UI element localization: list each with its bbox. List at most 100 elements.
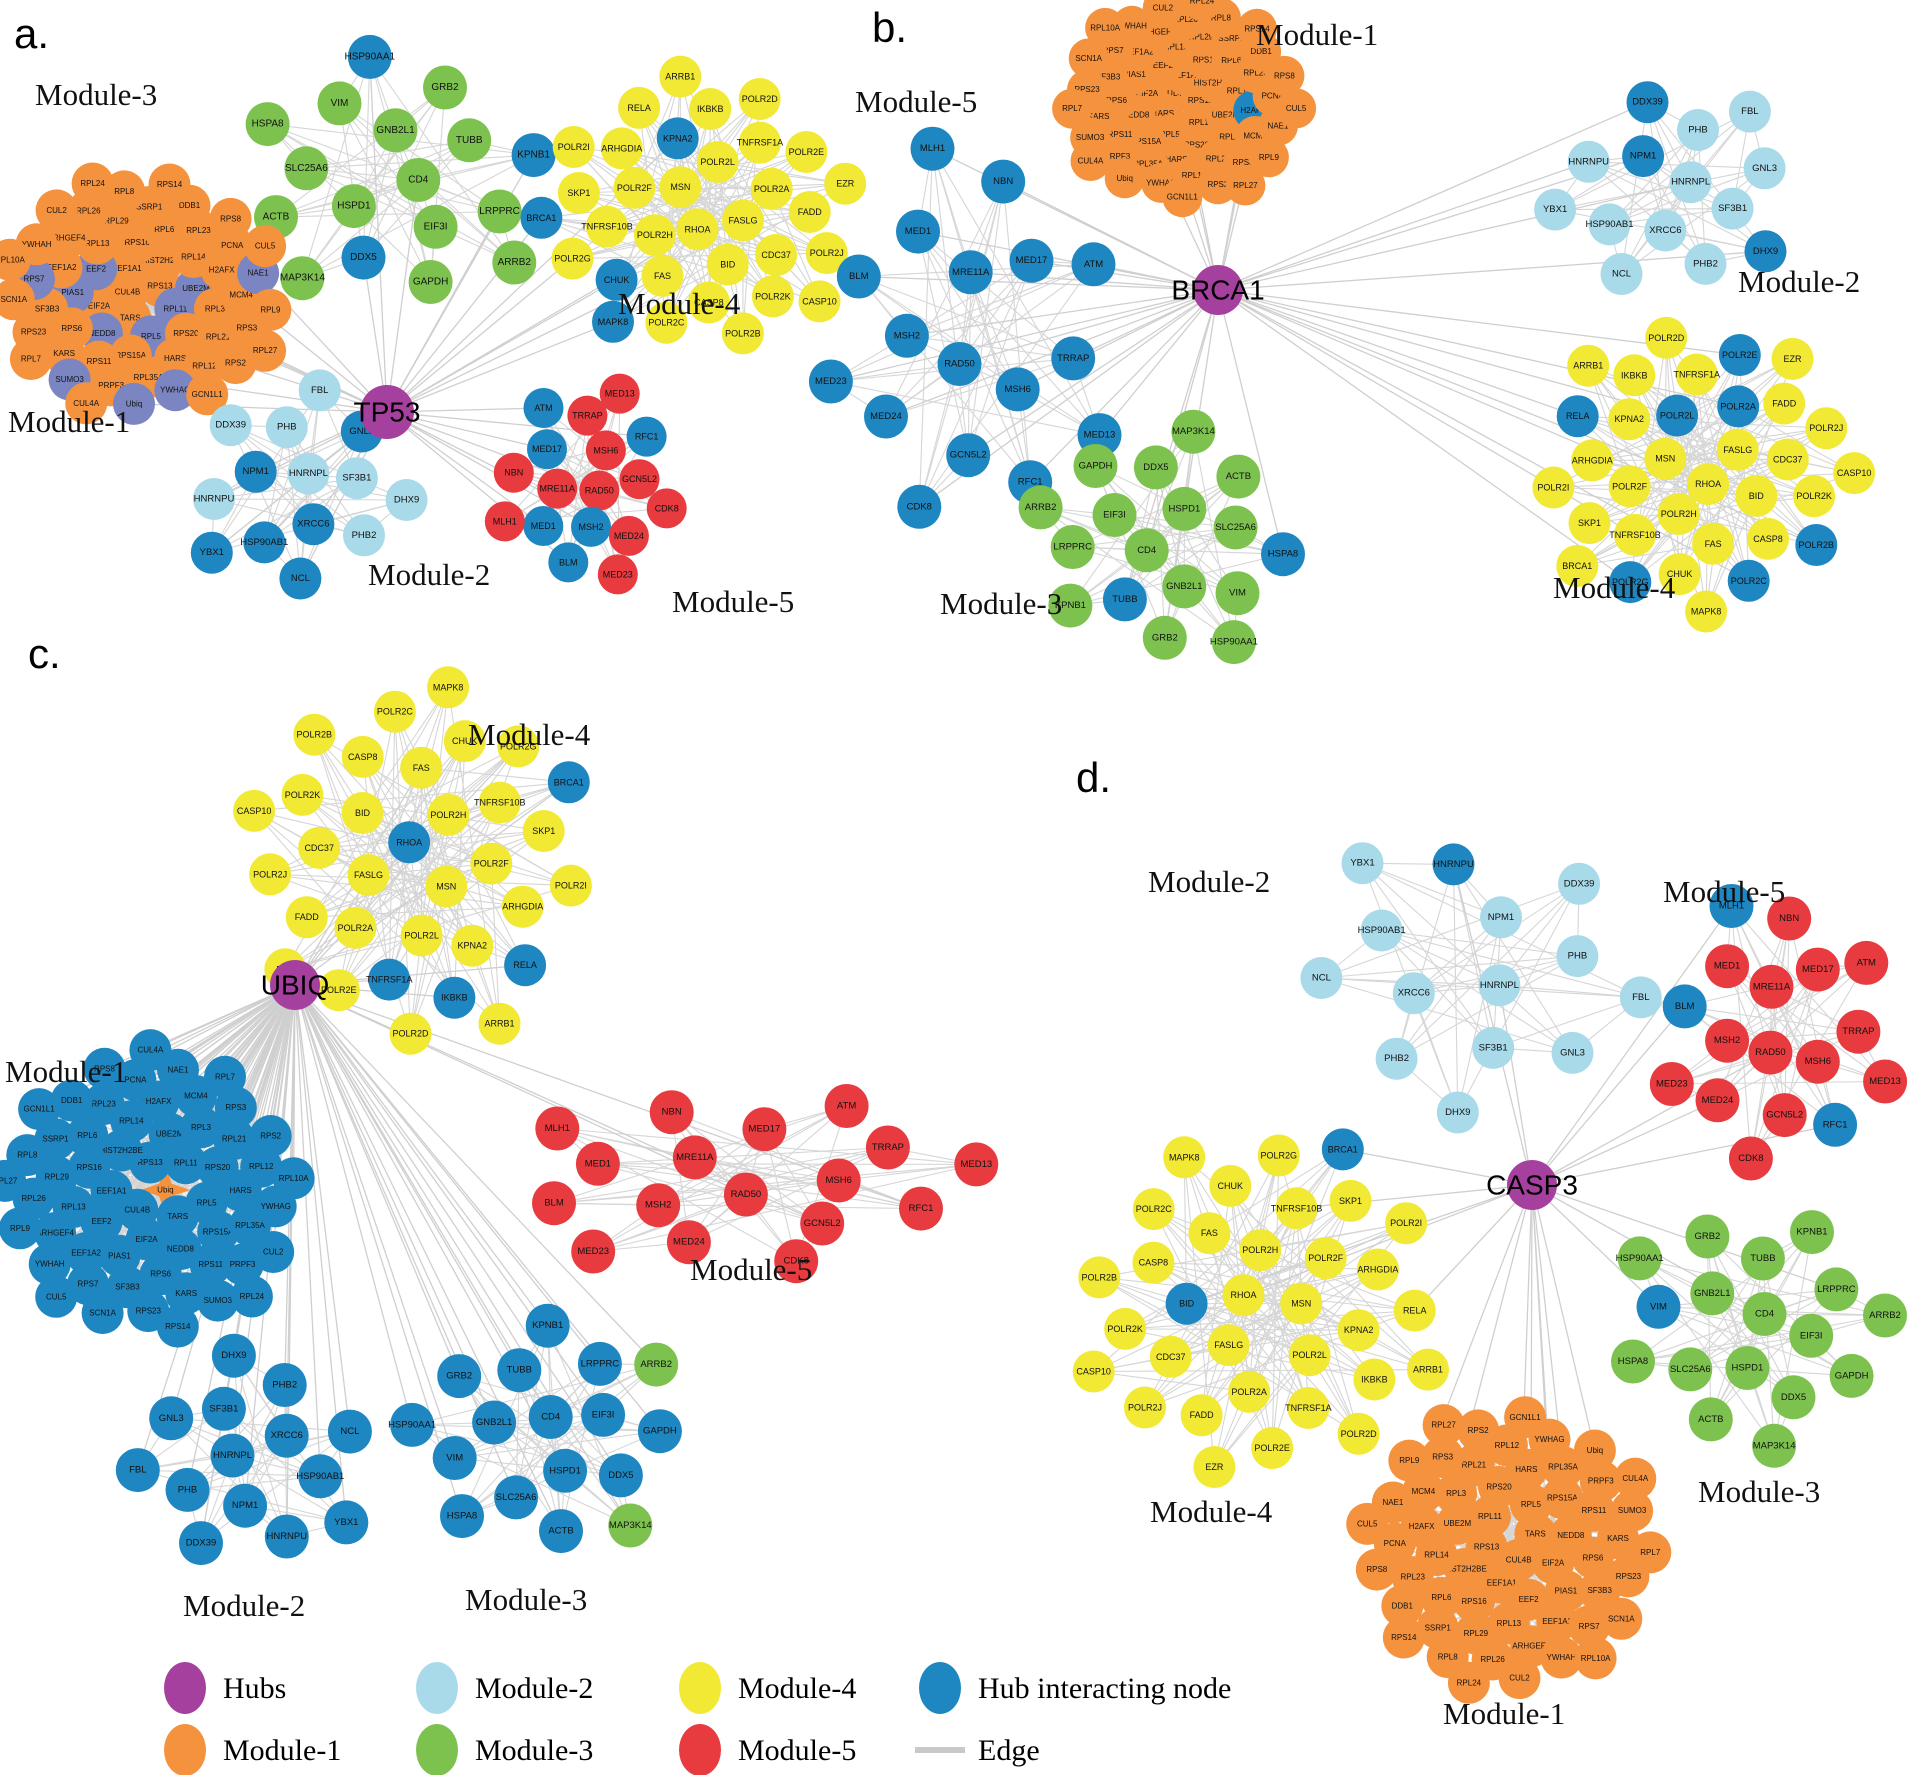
node-a-VIM (317, 81, 362, 126)
node-d-CUL5-label: CUL5 (1357, 1519, 1378, 1528)
node-d-RPS7-label: RPS7 (1579, 1622, 1600, 1631)
node-d-HIST2H2BE-label: HIST2H2BE (1443, 1565, 1487, 1574)
node-b-RPL27 (1225, 165, 1266, 206)
panel-c: RHOA MSN FASLG POLR2H POLR2L BID POLR2F POLR2A F… (0, 630, 999, 1623)
node-b-EEF1A1-label: EEF1A1 (1171, 71, 1201, 80)
hub-edge (1531, 1099, 1718, 1186)
node-c-RPL23-label: RPL23 (91, 1100, 116, 1109)
edge (1710, 1289, 1837, 1420)
node-b-DDX39 (1626, 81, 1669, 124)
node-c-RPS8-label: RPS8 (94, 1064, 115, 1073)
legend-label-module2: Module-2 (475, 1672, 593, 1705)
node-b-DDX5-label: DDX5 (1143, 462, 1168, 473)
node-c-GCN1L1-label: GCN1L1 (24, 1105, 56, 1114)
node-a-RELA (618, 86, 661, 129)
node-d-MAP3K14 (1752, 1423, 1797, 1468)
edge (1153, 1262, 1415, 1312)
node-b-HSP90AB1 (1588, 203, 1631, 246)
node-a-RPL35A-label: RPL35A (134, 373, 164, 382)
hub-edge (294, 984, 566, 1472)
node-a-ARRB1-label: ARRB1 (665, 72, 695, 82)
edge (1183, 1157, 1360, 1435)
node-c-RPL5-label: RPL5 (197, 1198, 218, 1207)
node-d-RHOA-label: RHOA (1230, 1290, 1256, 1300)
node-d-LRPPRC (1814, 1267, 1859, 1312)
node-c-ARRB2-label: ARRB2 (640, 1359, 672, 1370)
node-c-RHOA (388, 821, 431, 864)
node-d-RELA-label: RELA (1403, 1306, 1427, 1316)
node-b-CUL2-label: CUL2 (1153, 3, 1174, 12)
node-c-CUL5-label: CUL5 (46, 1292, 67, 1301)
node-a-NCL (279, 557, 322, 600)
node-a-SLC25A6 (284, 146, 329, 191)
node-a-GRB2-label: GRB2 (431, 82, 459, 93)
hub-edge (1217, 289, 1631, 583)
node-c-YWHAH (28, 1243, 71, 1286)
edge (1684, 1005, 1859, 1033)
node-a-RPL3-label: RPL3 (205, 305, 226, 314)
edge (597, 1146, 888, 1165)
node-d-POLR2L-label: POLR2L (1292, 1350, 1327, 1360)
node-a-HARS-label: HARS (164, 354, 186, 363)
hub-edge (294, 745, 519, 986)
legend-label-hubint: Hub interacting node (978, 1672, 1231, 1705)
node-c-PRPF3-label: PRPF3 (230, 1260, 256, 1269)
node-b-FADD-label: FADD (1772, 399, 1797, 409)
node-c-RPS16-label: RPS16 (77, 1163, 103, 1172)
node-c-POLR2A (334, 906, 377, 949)
node-d-EEF1A2 (1536, 1600, 1579, 1643)
node-d-RFC1 (1813, 1102, 1858, 1147)
edge (671, 1111, 922, 1210)
hub-edge (1217, 289, 1678, 417)
node-b-MAP3K14-label: MAP3K14 (1172, 426, 1215, 437)
node-b-HNRNPU-label: HNRNPU (1568, 156, 1609, 167)
edge (918, 260, 1033, 508)
node-d-RPS2-label: RPS2 (1468, 1426, 1489, 1435)
node-c-CUL2 (252, 1231, 295, 1273)
node-c-POLR2H (427, 793, 470, 836)
edge (1213, 1354, 1311, 1468)
node-a-EEF2-label: EEF2 (86, 265, 107, 274)
node-a-RPS13-label: RPS13 (147, 282, 173, 291)
node-b-RELA (1556, 395, 1599, 438)
node-c-MED17 (742, 1107, 787, 1152)
node-c-POLR2C-label: POLR2C (377, 707, 414, 717)
node-a-H2AFX-label: H2AFX (209, 265, 235, 274)
node-d-NPM1-label: NPM1 (1488, 912, 1514, 923)
node-a-FAS (641, 254, 684, 297)
node-b-RPL13-label: RPL13 (1164, 42, 1189, 51)
node-b-ACTB (1216, 454, 1261, 499)
node-a-PRPF3-label: PRPF3 (98, 381, 124, 390)
node-b-XRCC6-label: XRCC6 (1649, 225, 1681, 236)
node-a-ARRB2 (492, 240, 537, 285)
node-c-IKBKB-label: IKBKB (441, 993, 468, 1003)
edge (319, 847, 523, 908)
node-d-MED13-label: MED13 (1869, 1076, 1901, 1087)
node-b-RPS14 (1237, 8, 1277, 49)
node-c-TNFRSF10B-label: TNFRSF10B (474, 798, 526, 808)
node-a-RPS20-label: RPS20 (173, 329, 199, 338)
module-label-b-2: Module-2 (1738, 264, 1860, 299)
node-b-SF3B1 (1711, 187, 1754, 230)
node-d-TUBB (1740, 1236, 1785, 1281)
node-a-CASP10 (798, 280, 841, 323)
edge (1095, 465, 1238, 594)
node-d-RPL9 (1388, 1439, 1431, 1482)
node-d-POLR2A (1228, 1370, 1271, 1413)
node-a-RPS14-label: RPS14 (157, 180, 183, 189)
node-d-ARRB2 (1863, 1293, 1907, 1338)
node-c-RPL9 (0, 1207, 41, 1250)
node-b-YWHAG-label: YWHAG (1146, 178, 1176, 187)
node-d-MRE11A-label: MRE11A (1753, 981, 1791, 992)
node-c-EEF1A2-label: EEF1A2 (71, 1249, 101, 1258)
node-c-RPS15A-label: RPS15A (203, 1227, 234, 1236)
node-c-GRB2-label: GRB2 (446, 1371, 472, 1382)
edge (592, 1105, 847, 1252)
node-b-EZR-label: EZR (1784, 354, 1803, 364)
node-b-KPNB1-label: KPNB1 (1055, 600, 1086, 611)
node-a-TNFRSF10B-label: TNFRSF10B (581, 222, 633, 232)
node-a-CDK8 (646, 488, 687, 529)
node-d-RPL7-label: RPL7 (1640, 1548, 1661, 1557)
edge (490, 863, 501, 1024)
edge (1788, 918, 1836, 1125)
